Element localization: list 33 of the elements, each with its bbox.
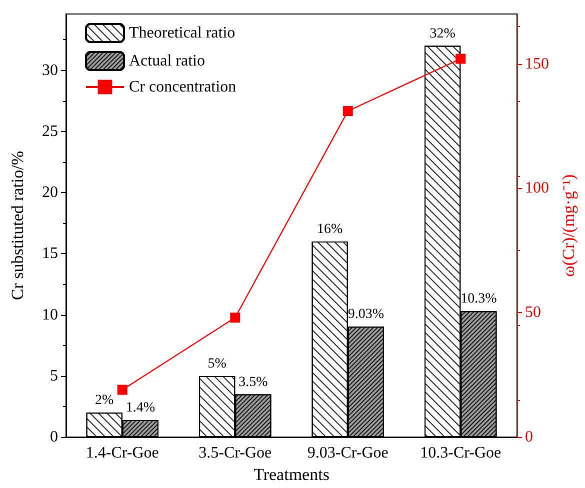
data-label: 1.4%	[126, 400, 156, 416]
y-tick-label: 10	[42, 306, 58, 324]
x-axis-title: Treatments	[254, 465, 330, 484]
x-tick-label: 9.03-Cr-Goe	[307, 444, 388, 462]
point	[456, 54, 466, 64]
point	[342, 106, 353, 116]
data-label: 16%	[317, 222, 343, 237]
y-axis-title: Cr substituted ratio/%	[8, 150, 27, 300]
data-label: 5%	[208, 356, 227, 372]
y2-tick-label: 0	[525, 428, 533, 446]
data-label: 9.03%	[348, 307, 384, 322]
y2-tick-label: 50	[525, 304, 541, 322]
x-tick-label: 10.3-Cr-Goe	[420, 444, 502, 462]
y2-tick-label: 100	[525, 180, 549, 197]
x-tick-label: 1.4-Cr-Goe	[86, 444, 159, 462]
y-tick-label: 30	[42, 62, 58, 79]
legend-label: Actual ratio	[129, 52, 205, 70]
y-tick-label: 20	[42, 184, 58, 202]
point	[117, 384, 128, 395]
y-tick-label: 5	[50, 367, 58, 384]
y-tick-label: 25	[42, 122, 58, 140]
y2-axis-title: ω(Cr)/(mg·g⁻¹)	[558, 174, 578, 277]
data-label: 3.5%	[238, 374, 268, 390]
data-label: 2%	[95, 393, 114, 408]
y-tick-label: 15	[42, 245, 58, 262]
legend-label: Cr concentration	[129, 78, 236, 96]
data-label: 32%	[430, 26, 456, 42]
point	[230, 312, 240, 323]
y2-tick-label: 150	[525, 55, 549, 72]
y-tick-label: 0	[50, 428, 58, 446]
data-label: 10.3%	[460, 292, 498, 307]
legend-label: Theoretical ratio	[129, 24, 236, 42]
x-tick-label: 3.5-Cr-Goe	[198, 444, 272, 462]
